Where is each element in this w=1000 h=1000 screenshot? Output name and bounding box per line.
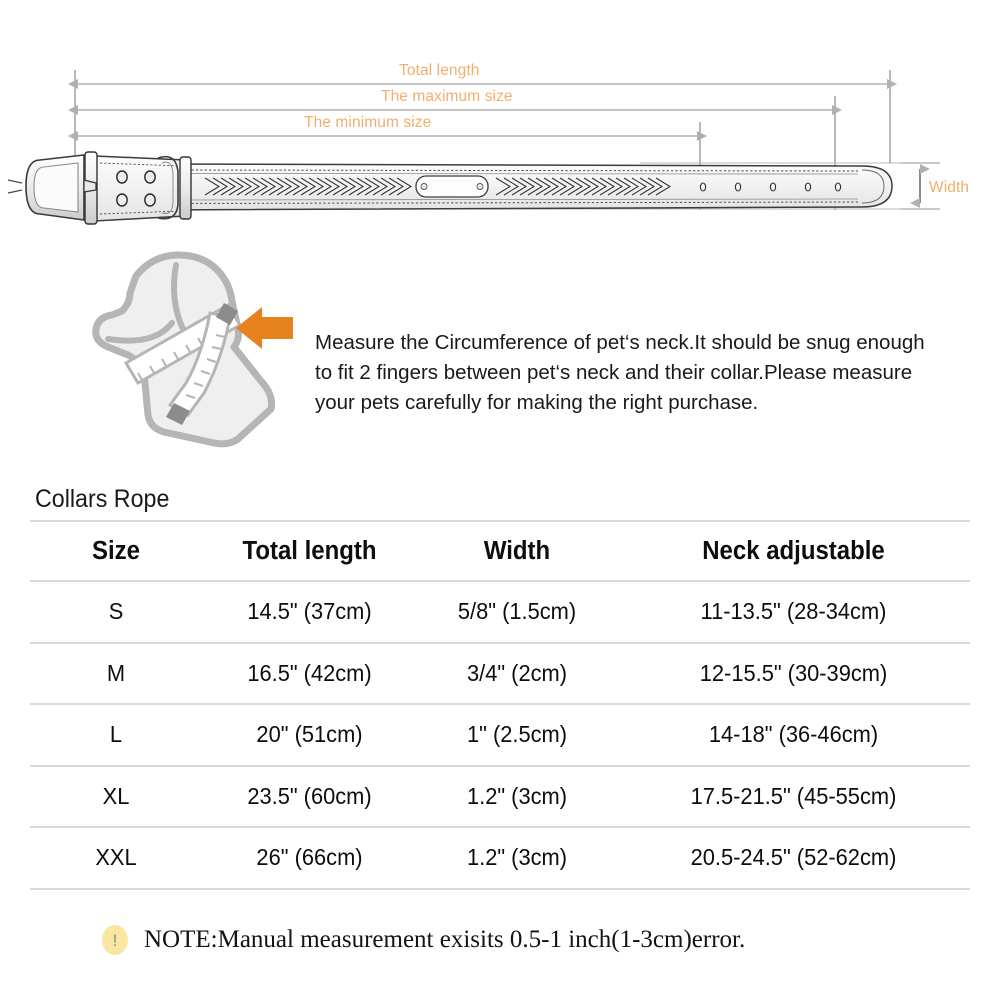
dimension-label-total-length: Total length bbox=[399, 62, 480, 79]
table-header-row: Size Total length Width Neck adjustable bbox=[30, 520, 970, 581]
table-row: XXL 26" (66cm) 1.2" (3cm) 20.5-24.5" (52… bbox=[30, 826, 970, 890]
cell-neck: 20.5-24.5" (52-62cm) bbox=[625, 826, 962, 890]
cell-width: 1" (2.5cm) bbox=[422, 703, 612, 766]
cell-total-length: 16.5" (42cm) bbox=[207, 641, 412, 704]
dimension-label-maximum-size: The maximum size bbox=[381, 88, 513, 105]
dimension-label-minimum-size: The minimum size bbox=[304, 114, 432, 131]
measuring-instruction-text: Measure the Circumference of pet‘s neck.… bbox=[315, 330, 925, 414]
size-chart-table: Size Total length Width Neck adjustable … bbox=[30, 520, 970, 890]
measuring-instruction-section: Measure the Circumference of pet‘s neck.… bbox=[0, 243, 1000, 458]
braid-pattern-right bbox=[495, 177, 672, 196]
note-row: ! NOTE:Manual measurement exisits 0.5-1 … bbox=[30, 910, 970, 970]
dog-head-measuring-tape-illustration bbox=[92, 251, 293, 448]
table-row: S 14.5" (37cm) 5/8" (1.5cm) 11-13.5" (28… bbox=[30, 580, 970, 643]
cell-size: M bbox=[34, 641, 198, 704]
cell-size: L bbox=[34, 703, 198, 766]
cell-total-length: 20" (51cm) bbox=[207, 703, 412, 766]
cell-width: 1.2" (3cm) bbox=[422, 826, 612, 890]
collar-adjustment-holes bbox=[699, 182, 842, 192]
cell-neck: 12-15.5" (30-39cm) bbox=[625, 641, 962, 704]
size-chart-title: Collars Rope bbox=[35, 485, 170, 513]
collar-dimension-diagram: Total length The maximum size The minimu… bbox=[0, 0, 1000, 245]
cell-total-length: 14.5" (37cm) bbox=[207, 580, 412, 643]
cell-total-length: 23.5" (60cm) bbox=[207, 764, 412, 827]
collar-diagram-svg bbox=[7, 70, 940, 225]
column-header-total-length: Total length bbox=[208, 520, 411, 581]
braid-pattern-left bbox=[204, 177, 413, 196]
note-text: NOTE:Manual measurement exisits 0.5-1 in… bbox=[144, 926, 746, 953]
column-header-size: Size bbox=[35, 520, 197, 581]
exclamation-icon: ! bbox=[102, 925, 128, 955]
cell-size: XXL bbox=[34, 826, 198, 890]
table-row: M 16.5" (42cm) 3/4" (2cm) 12-15.5" (30-3… bbox=[30, 641, 970, 704]
table-row: XL 23.5" (60cm) 1.2" (3cm) 17.5-21.5" (4… bbox=[30, 764, 970, 827]
dimension-label-width: Width bbox=[929, 179, 970, 196]
cell-width: 1.2" (3cm) bbox=[422, 764, 612, 827]
column-header-neck-adjustable: Neck adjustable bbox=[627, 520, 960, 581]
cell-width: 5/8" (1.5cm) bbox=[422, 580, 612, 643]
dog-collar-illustration bbox=[7, 151, 893, 225]
table-row: L 20" (51cm) 1" (2.5cm) 14-18" (36-46cm) bbox=[30, 703, 970, 766]
measuring-tape bbox=[123, 302, 243, 425]
orange-pointer-arrow bbox=[236, 307, 293, 349]
cell-neck: 11-13.5" (28-34cm) bbox=[625, 580, 962, 643]
collar-buckle bbox=[7, 151, 192, 225]
column-header-width: Width bbox=[423, 520, 611, 581]
cell-total-length: 26" (66cm) bbox=[207, 826, 412, 890]
collar-name-plate bbox=[415, 175, 489, 198]
cell-width: 3/4" (2cm) bbox=[422, 641, 612, 704]
cell-size: XL bbox=[34, 764, 198, 827]
cell-size: S bbox=[34, 580, 198, 643]
dimension-arrow-width bbox=[900, 162, 940, 210]
cell-neck: 17.5-21.5" (45-55cm) bbox=[625, 764, 962, 827]
cell-neck: 14-18" (36-46cm) bbox=[625, 703, 962, 766]
